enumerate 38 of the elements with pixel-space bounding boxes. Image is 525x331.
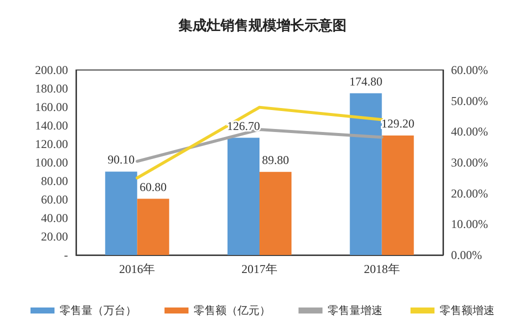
y-tick-label: 140.00 (35, 118, 68, 132)
y-tick-label: 160.00 (35, 100, 68, 114)
y-tick-label: 200.00 (35, 63, 68, 77)
x-tick-label: 2016年 (119, 262, 156, 276)
legend-label: 零售量增速 (328, 304, 382, 317)
x-tick-label: 2017年 (242, 262, 278, 276)
y2-tick-label: 60.00% (451, 63, 488, 77)
data-label: 89.80 (262, 152, 289, 167)
data-label: 90.10 (108, 152, 135, 167)
data-label: 129.20 (381, 116, 414, 130)
y-tick-label: 80.00 (41, 174, 68, 188)
data-label: 174.80 (349, 74, 382, 88)
y-tick-label: 40.00 (41, 211, 68, 225)
x-tick-label: 2018年 (364, 262, 400, 276)
y-tick-label: 100.00 (35, 156, 68, 170)
legend-label: 零售额（亿元） (194, 304, 270, 317)
data-label: 126.70 (227, 118, 260, 133)
bar (228, 138, 260, 255)
y-tick-label: 120.00 (35, 137, 68, 151)
y2-tick-label: 0.00% (451, 248, 482, 262)
bar (260, 172, 292, 255)
y2-tick-label: 50.00% (451, 94, 488, 108)
y2-tick-label: 10.00% (451, 217, 488, 232)
chart-title: 集成灶销售规模增长示意图 (178, 17, 346, 34)
bar (105, 172, 138, 255)
y-tick-label: - (64, 248, 68, 262)
legend-label: 零售额增速 (440, 304, 494, 317)
y-tick-label: 60.00 (41, 192, 68, 206)
y2-tick-label: 30.00% (451, 156, 488, 170)
bar (350, 93, 382, 255)
y-tick-label: 180.00 (35, 82, 68, 96)
legend-label: 零售量（万台） (60, 304, 136, 317)
bar (382, 135, 414, 255)
y2-tick-label: 20.00% (451, 186, 488, 200)
bar (137, 198, 170, 255)
y2-tick-label: 40.00% (451, 124, 488, 139)
y-tick-label: 20.00 (41, 230, 68, 244)
data-label: 60.80 (140, 180, 167, 194)
